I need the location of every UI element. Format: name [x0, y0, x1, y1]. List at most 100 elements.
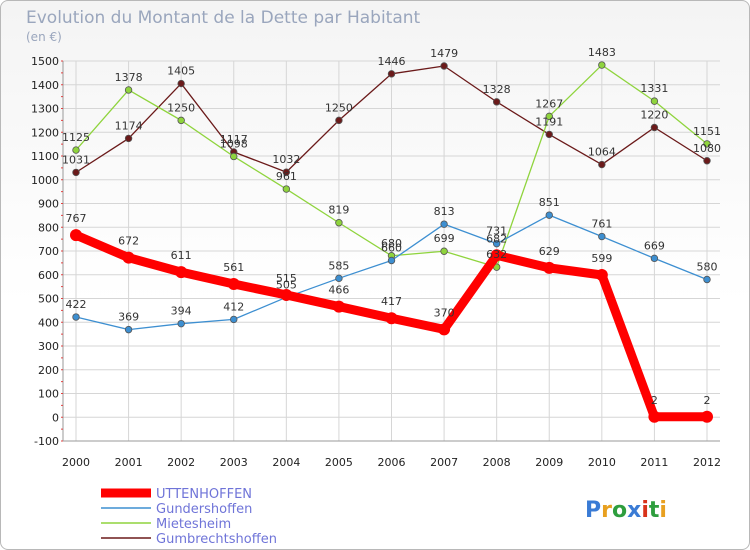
data-point — [492, 239, 501, 248]
data-point — [490, 249, 503, 262]
data-point — [648, 410, 661, 423]
x-tick-label: 2005 — [325, 456, 353, 469]
data-point — [650, 254, 659, 263]
legend-label: Gundershoffen — [156, 502, 252, 517]
data-point — [177, 319, 185, 328]
data-label: 1250 — [167, 101, 195, 114]
x-tick-label: 2010 — [588, 456, 616, 469]
data-point — [72, 168, 80, 177]
data-label: 672 — [118, 235, 139, 248]
data-label: 1405 — [167, 65, 195, 78]
data-point — [280, 288, 293, 301]
y-tick-label: 400 — [38, 316, 59, 329]
data-point — [440, 62, 448, 70]
data-point — [335, 219, 343, 227]
data-point — [440, 247, 448, 255]
legend: UTTENHOFFENGundershoffenMietesheimGumbre… — [101, 487, 277, 547]
data-point — [545, 130, 553, 139]
data-label: 412 — [223, 300, 244, 313]
data-label: 1267 — [535, 97, 563, 110]
data-label: 1117 — [220, 133, 248, 146]
data-label: 680 — [381, 237, 402, 250]
data-labels: 767 672 611 561 515 466 417 370 682 629 599 2 2 422 36… — [62, 46, 721, 407]
data-label: 813 — [434, 205, 455, 218]
data-label: 599 — [591, 252, 612, 265]
data-point — [650, 97, 659, 105]
data-point — [598, 232, 606, 241]
y-tick-label: 1200 — [31, 126, 59, 139]
axes: -100 0 100 200 300 400 500 600 700 800 900 1000 1100… — [31, 55, 721, 469]
data-label: 1328 — [483, 83, 511, 96]
data-label: 1151 — [693, 125, 721, 138]
data-point — [545, 112, 553, 121]
y-tick-label: 900 — [38, 198, 59, 211]
data-label: 466 — [328, 284, 349, 297]
data-point — [282, 185, 291, 193]
x-tick-label: 2009 — [535, 456, 563, 469]
data-label: 1220 — [640, 109, 668, 122]
data-label: 1331 — [640, 82, 668, 95]
data-point — [70, 229, 82, 242]
data-point — [335, 116, 343, 125]
data-point — [385, 312, 398, 325]
logo-letter: x — [627, 498, 641, 523]
data-point — [124, 325, 133, 334]
data-label: 1250 — [325, 101, 353, 114]
x-tick-label: 2002 — [167, 456, 195, 469]
y-tick-label: 600 — [38, 269, 59, 282]
data-label: 2 — [704, 394, 711, 407]
logo-letter: o — [612, 498, 627, 523]
y-tick-label: 1100 — [31, 150, 59, 163]
data-point — [175, 266, 188, 279]
y-tick-label: 100 — [38, 388, 59, 401]
data-label: 629 — [539, 245, 560, 258]
data-label: 961 — [276, 170, 297, 183]
chart-title: Evolution du Montant de la Dette par Hab… — [26, 8, 421, 28]
data-label: 611 — [171, 249, 192, 262]
data-label: 515 — [276, 272, 297, 285]
data-point — [492, 98, 501, 106]
data-point — [230, 152, 238, 161]
data-label: 422 — [66, 298, 87, 311]
data-point — [701, 410, 713, 423]
y-tick-label: 1300 — [31, 103, 59, 116]
data-label: 1191 — [535, 115, 563, 128]
data-point — [124, 86, 133, 94]
data-point — [598, 160, 606, 169]
data-point — [335, 274, 343, 283]
x-tick-label: 2012 — [693, 456, 721, 469]
data-point — [230, 315, 238, 324]
data-point — [124, 134, 133, 143]
data-label: 669 — [644, 239, 665, 252]
data-point — [703, 275, 711, 284]
data-point — [122, 251, 135, 264]
data-label: 505 — [276, 278, 297, 291]
data-point — [543, 261, 556, 274]
x-tick-label: 2004 — [272, 456, 300, 469]
data-label: 819 — [328, 204, 349, 217]
data-point — [650, 123, 659, 132]
y-tick-label: 200 — [38, 364, 59, 377]
chart-subtitle: (en €) — [26, 30, 62, 44]
data-label: 1064 — [588, 146, 616, 159]
y-tick-label: 1000 — [31, 174, 59, 187]
data-label: 370 — [434, 306, 455, 319]
legend-label: UTTENHOFFEN — [156, 487, 252, 502]
data-label: 632 — [486, 248, 507, 261]
data-label: 394 — [171, 305, 192, 318]
x-tick-label: 2008 — [483, 456, 511, 469]
y-tick-label: 300 — [38, 340, 59, 353]
legend-label: Mietesheim — [156, 517, 231, 532]
data-point — [598, 61, 606, 69]
data-label: 1032 — [272, 153, 300, 166]
data-point — [703, 157, 711, 165]
data-label: 1031 — [62, 153, 90, 166]
x-tick-label: 2000 — [62, 456, 90, 469]
data-label: 1174 — [115, 119, 143, 132]
data-point — [177, 79, 185, 88]
y-tick-label: 1400 — [31, 79, 59, 92]
data-label: 417 — [381, 295, 402, 308]
data-point — [703, 140, 711, 148]
